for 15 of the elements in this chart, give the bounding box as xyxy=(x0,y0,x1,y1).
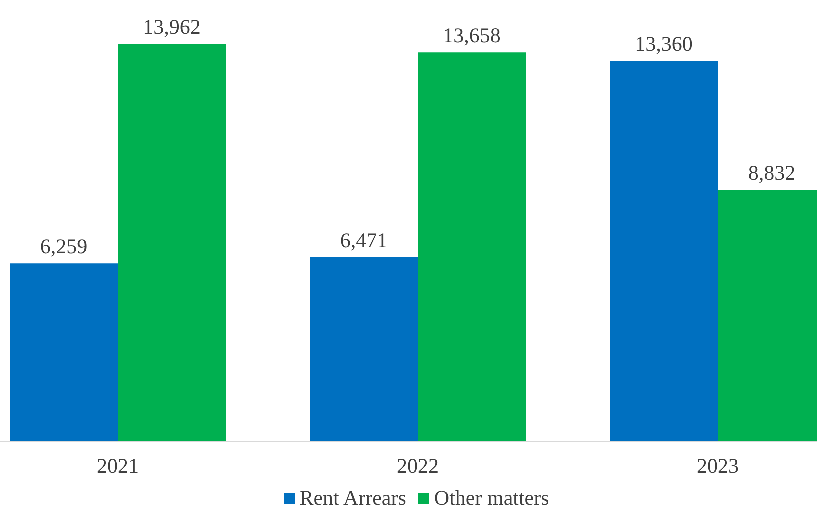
x-tick-label: 2023 xyxy=(697,454,739,478)
x-tick-label: 2021 xyxy=(97,454,139,478)
bar xyxy=(418,52,526,442)
bar xyxy=(118,44,226,442)
legend-label: Other matters xyxy=(434,486,550,511)
x-tick-label: 2022 xyxy=(397,454,439,478)
bar xyxy=(310,258,418,442)
data-label: 13,658 xyxy=(443,24,501,48)
data-label: 8,832 xyxy=(748,161,796,186)
data-label: 13,360 xyxy=(635,32,693,56)
data-label: 6,259 xyxy=(40,234,88,259)
legend-label: Rent Arrears xyxy=(300,486,406,511)
data-label: 6,471 xyxy=(340,228,388,253)
data-label: 13,962 xyxy=(143,15,201,39)
bar xyxy=(10,264,118,442)
